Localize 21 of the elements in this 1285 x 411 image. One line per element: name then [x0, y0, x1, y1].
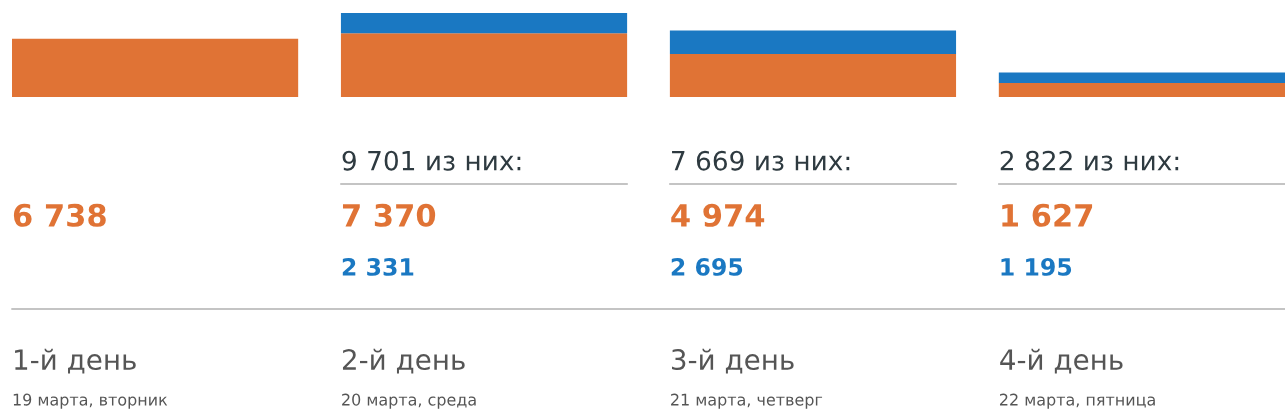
- bar: [669, 30, 957, 54]
- bar: [669, 53, 957, 97]
- data-label: 1 195: [1001, 258, 1072, 276]
- data-label: 6 738: [13, 203, 106, 227]
- data-label: 1 627: [1002, 203, 1093, 227]
- total-label: 2 822 из них:: [1000, 150, 1179, 171]
- x-tick-label: 2-й день 20 марта, среда: [342, 348, 476, 409]
- bar: [998, 82, 1285, 97]
- bar: [12, 38, 299, 97]
- data-label: 2 331: [342, 257, 414, 276]
- x-tick-label: 4-й день 22 марта, пятница: [999, 348, 1155, 409]
- data-label: 2 695: [671, 257, 743, 276]
- data-label: 4 974: [671, 203, 765, 227]
- total-label: 7 669 из них:: [672, 150, 850, 171]
- x-tick-label: 1-й день 19 марта, вторник: [13, 348, 168, 409]
- bar: [998, 72, 1285, 83]
- data-label: 7 370: [342, 203, 436, 227]
- x-tick-label: 3-й день 21 марта, четверг: [671, 348, 823, 409]
- bar: [340, 33, 628, 97]
- bar: [340, 13, 628, 34]
- total-label: 9 701 из них:: [342, 150, 521, 171]
